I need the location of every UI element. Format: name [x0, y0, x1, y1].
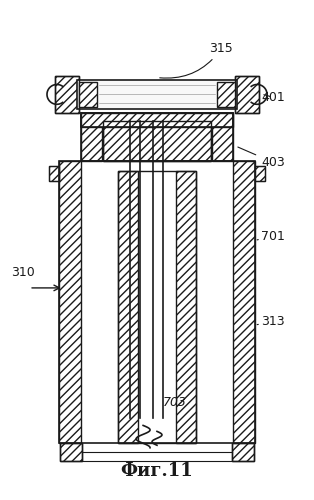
Bar	[255, 166, 265, 180]
Bar	[81, 113, 233, 127]
Bar	[233, 161, 255, 444]
Text: 401: 401	[261, 92, 285, 104]
Bar	[49, 166, 59, 180]
Text: 703: 703	[163, 396, 187, 408]
Bar	[176, 170, 196, 444]
Bar	[232, 444, 254, 461]
Bar	[104, 121, 210, 161]
Bar	[118, 170, 196, 444]
Bar	[59, 161, 81, 444]
Text: 701: 701	[257, 230, 285, 243]
Text: Фиг.11: Фиг.11	[121, 462, 193, 480]
Bar	[235, 76, 259, 113]
Bar	[49, 166, 59, 180]
Bar	[81, 113, 233, 127]
Bar	[79, 82, 96, 108]
Bar	[55, 76, 79, 113]
Bar	[255, 166, 265, 180]
Bar	[59, 161, 255, 444]
Bar	[218, 82, 235, 108]
Text: 310: 310	[11, 266, 35, 279]
Bar	[118, 170, 138, 444]
Bar	[81, 113, 233, 161]
Text: 403: 403	[238, 147, 285, 169]
Bar	[212, 113, 233, 161]
Bar	[60, 444, 82, 461]
Bar	[81, 113, 102, 161]
Bar	[55, 76, 79, 113]
Bar	[232, 444, 254, 461]
Text: 315: 315	[160, 42, 233, 78]
Text: 313: 313	[257, 314, 285, 328]
Bar	[77, 80, 237, 110]
Bar	[104, 121, 210, 161]
Bar	[235, 76, 259, 113]
Bar	[60, 444, 82, 461]
